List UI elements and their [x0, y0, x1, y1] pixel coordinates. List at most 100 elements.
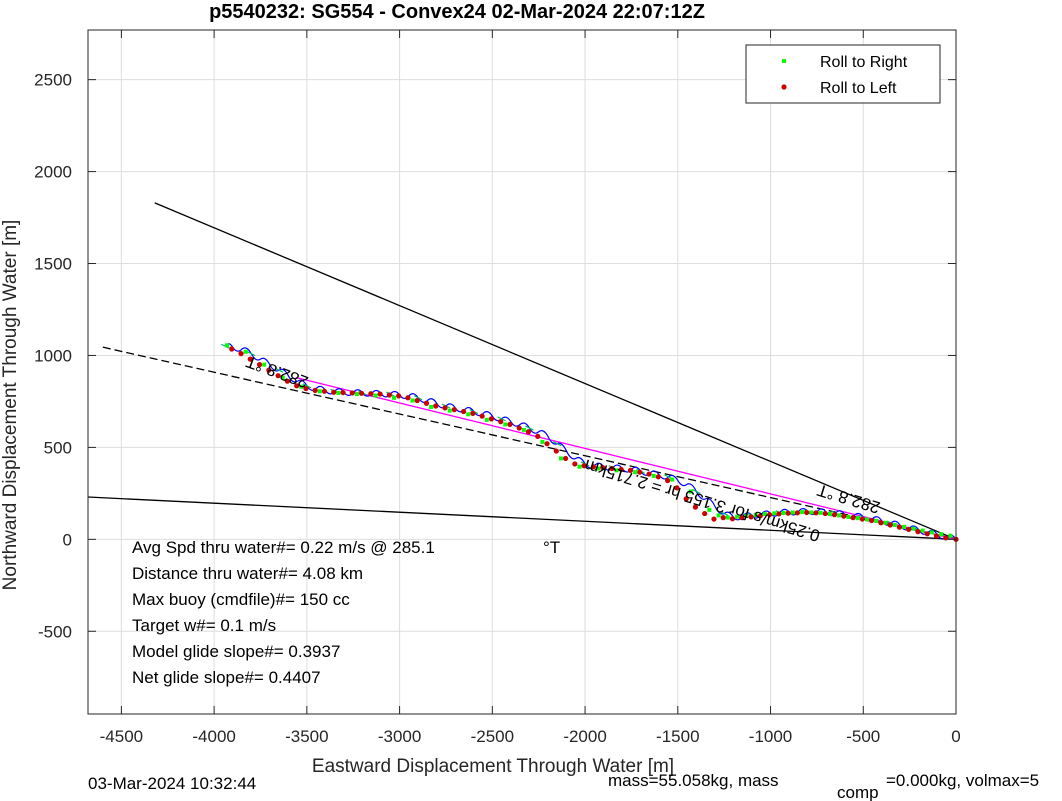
track-segment [413, 395, 423, 401]
roll-left-point [767, 512, 773, 518]
roll-left-point [479, 413, 485, 419]
roll-left-point [488, 416, 494, 422]
roll-right-point [577, 464, 582, 469]
roll-left-point [386, 392, 392, 398]
roll-left-point [331, 389, 337, 395]
roll-left-point [535, 433, 541, 439]
footer-mass-subscript: comp [837, 783, 879, 801]
roll-left-point [739, 515, 745, 521]
x-tick-label: -2000 [563, 727, 606, 746]
roll-left-point [442, 405, 448, 411]
roll-left-point [266, 367, 272, 373]
track-segment [302, 383, 312, 389]
roll-right-point [948, 533, 953, 538]
y-tick-label: 1500 [34, 255, 72, 274]
track-label: 282.8 °T [244, 352, 311, 392]
glider-track [224, 343, 957, 540]
roll-right-point [902, 524, 907, 529]
y-tick-label: 1000 [34, 346, 72, 365]
roll-left-point [674, 485, 680, 491]
stat-annotation: Avg Spd thru water#= 0.22 m/s @ 285.1 [132, 538, 435, 557]
roll-right-point [243, 349, 248, 354]
roll-left-point [785, 510, 791, 516]
roll-right-point [614, 468, 619, 473]
roll-right-point [447, 408, 452, 413]
stat-annotation: Target w#= 0.1 m/s [132, 616, 276, 635]
roll-right-point [633, 470, 638, 475]
roll-right-point [354, 392, 359, 397]
roll-right-point [596, 466, 601, 471]
roll-left-point [303, 385, 309, 392]
roll-left-point [275, 373, 281, 379]
roll-left-point [813, 510, 819, 516]
roll-left-point [627, 467, 634, 473]
stat-annotation: Distance thru water#= 4.08 km [132, 564, 363, 583]
roll-right-point [846, 514, 851, 519]
track-lines [220, 343, 957, 540]
roll-left-point [498, 419, 504, 425]
roll-left-point [377, 391, 383, 397]
footer-mass: mass=55.058kg, mass [608, 771, 779, 790]
roll-left-point [794, 510, 801, 516]
x-tick-label: -500 [846, 727, 880, 746]
roll-right-point [790, 510, 795, 515]
roll-left-point [831, 512, 838, 518]
y-axis-ticks: -500 0 500 1000 1500 2000 2500 [34, 71, 956, 641]
roll-right-point [429, 404, 434, 409]
roll-right-point [929, 530, 934, 535]
roll-right-point [317, 389, 322, 394]
roll-right-point [716, 513, 721, 518]
roll-left-point [655, 474, 661, 480]
roll-right-point [939, 532, 944, 537]
roll-left-point [553, 448, 559, 454]
roll-right-point [762, 512, 767, 517]
roll-left-point [368, 391, 374, 397]
y-tick-label: 0 [63, 530, 72, 549]
roll-left-point [433, 403, 439, 409]
roll-right-point [484, 417, 489, 422]
roll-left-point [396, 393, 402, 399]
roll-left-point [405, 395, 411, 401]
roll-right-point [225, 343, 230, 348]
roll-right-point [809, 510, 814, 515]
roll-right-point [540, 439, 545, 444]
roll-left-point [776, 511, 782, 517]
roll-right-point [855, 516, 860, 521]
track-segment [692, 488, 701, 495]
roll-left-point [229, 346, 235, 352]
roll-left-point [859, 516, 865, 522]
chart-title: p5540232: SG554 - Convex24 02-Mar-2024 2… [209, 1, 705, 23]
roll-left-point [646, 471, 652, 477]
roll-left-point [507, 421, 513, 428]
plot-frame [87, 29, 957, 715]
roll-left-point [451, 407, 457, 413]
x-tick-label: -2500 [471, 727, 514, 746]
roll-left-point [414, 397, 420, 404]
track-segment [274, 367, 284, 373]
x-axis-ticks: -4500 -4000 -3500 -3000 -2500 -2000 -1500 -1000… [100, 30, 961, 746]
roll-left-point [312, 387, 318, 393]
roll-left-point [924, 531, 930, 537]
roll-left-point [915, 529, 921, 535]
roll-right-point [911, 526, 916, 531]
roll-right-point [735, 514, 740, 519]
roll-right-point [466, 412, 471, 417]
roll-right-point [299, 384, 304, 389]
roll-right-point [503, 422, 508, 427]
roll-left-point [600, 465, 606, 471]
track-segment [525, 425, 534, 431]
roll-right-point [651, 473, 656, 478]
roll-left-point [637, 469, 643, 475]
roll-left-point [284, 378, 290, 384]
x-tick-label: -3500 [285, 727, 328, 746]
legend-marker-roll-left [781, 84, 787, 90]
roll-left-point [544, 441, 550, 447]
roll-left-point [664, 477, 671, 484]
roll-left-point [757, 513, 763, 519]
roll-left-point [887, 522, 893, 528]
roll-left-point [247, 356, 253, 362]
y-tick-label: -500 [38, 622, 72, 641]
roll-right-point [744, 513, 749, 518]
